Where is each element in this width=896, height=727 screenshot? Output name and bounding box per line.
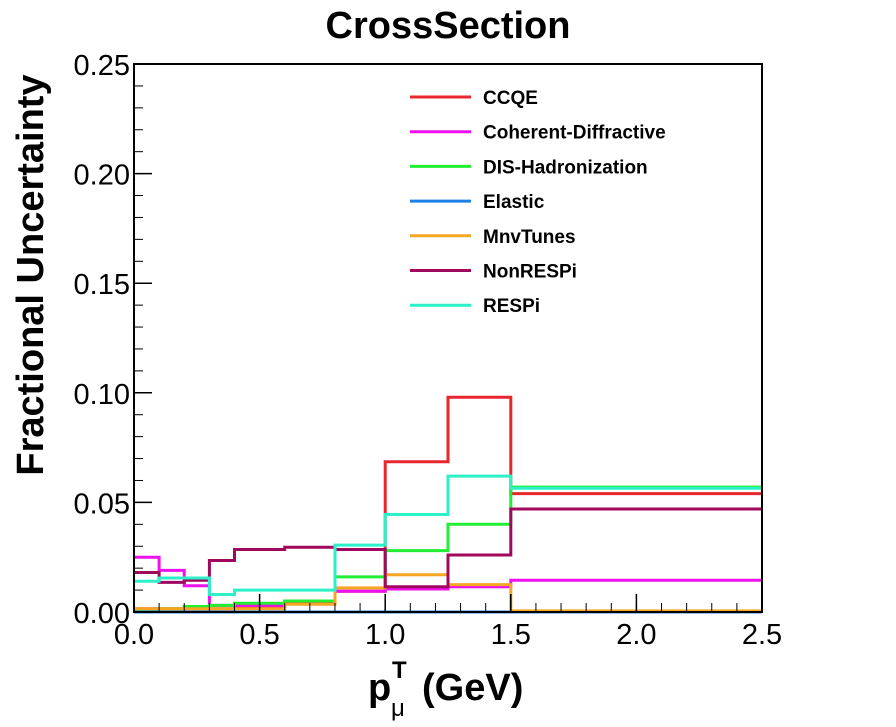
legend-label-respi: RESPi: [483, 296, 540, 317]
y-tick-label: 0.10: [74, 379, 130, 411]
series-line-nonrespi: [134, 507, 762, 589]
legend: CCQE Coherent-Diffractive DIS-Hadronizatio…: [410, 88, 666, 317]
x-axis-title-main: p: [368, 667, 391, 709]
legend-label-nonrespi: NonRESPi: [483, 262, 577, 283]
x-tick-label: 2.5: [742, 619, 782, 651]
x-tick-label: 0.0: [114, 619, 154, 651]
series-layer: [134, 395, 762, 614]
legend-label-ccqe: CCQE: [483, 88, 538, 109]
y-axis-title-group: Fractional Uncertainty: [10, 74, 52, 475]
x-tick-label: 2.0: [616, 619, 656, 651]
legend-label-dis-hadronization: DIS-Hadronization: [483, 157, 648, 178]
plot-frame: [133, 63, 763, 613]
series-line-respi: [134, 474, 762, 596]
legend-label-coherent-diffractive: Coherent-Diffractive: [483, 123, 666, 144]
y-tick-label: 0.25: [74, 50, 130, 82]
series-line-mnvtunes: [134, 573, 762, 613]
y-tick-label: 0.15: [74, 269, 130, 301]
legend-label-mnvtunes: MnvTunes: [483, 227, 576, 248]
x-tick-label: 1.5: [491, 619, 531, 651]
x-tick-label: 0.5: [239, 619, 279, 651]
axes-layer: 0.0 0.5 1.0 1.5 2.0 2.5 0.00 0.05 0.10 0.15 0.20 0.…: [74, 50, 783, 651]
legend-label-elastic: Elastic: [483, 192, 545, 213]
x-tick-label: 1.0: [365, 619, 405, 651]
y-axis-title: Fractional Uncertainty: [10, 74, 52, 475]
x-axis-title-unit: (GeV): [422, 667, 523, 709]
y-tick-label: 0.00: [74, 598, 130, 630]
chart-title: CrossSection: [326, 5, 571, 47]
x-axis-title: p T μ (GeV): [368, 657, 523, 722]
x-axis-title-superscript: T: [392, 657, 407, 684]
y-tick-label: 0.20: [74, 160, 130, 192]
x-axis-title-subscript: μ: [391, 695, 405, 722]
y-tick-label: 0.05: [74, 488, 130, 520]
